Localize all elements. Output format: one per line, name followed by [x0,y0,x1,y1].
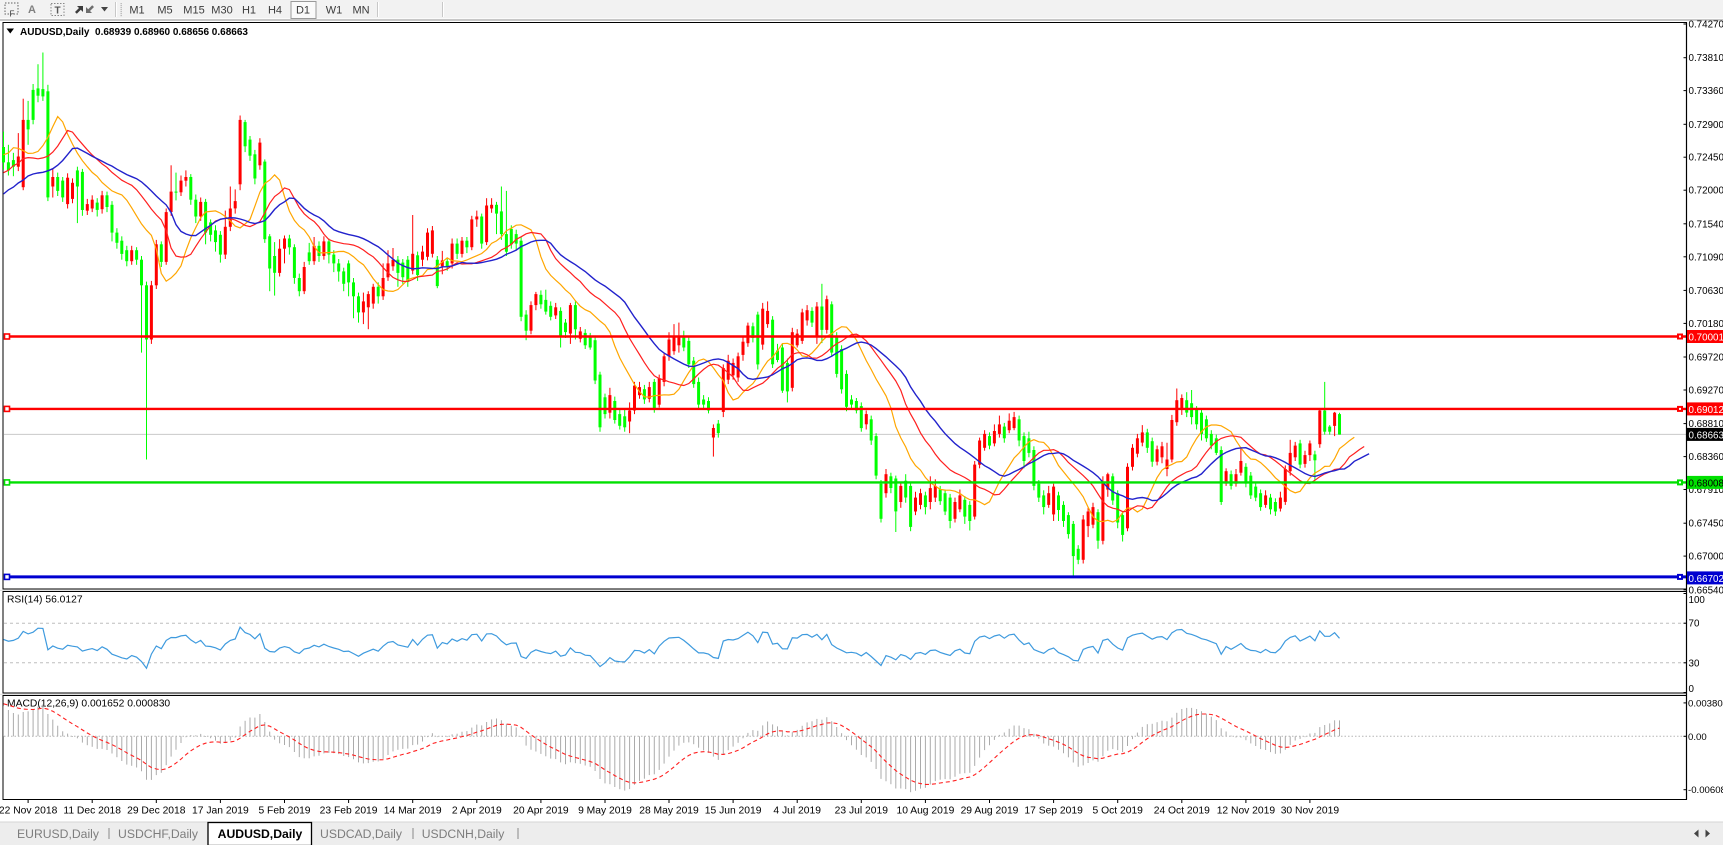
svg-text:H1: H1 [242,5,256,17]
svg-text:M30: M30 [211,5,232,17]
svg-text:D1: D1 [296,5,310,17]
svg-text:RSI(14) 56.0127: RSI(14) 56.0127 [7,595,83,606]
svg-text:0.00: 0.00 [1688,732,1707,743]
svg-text:12 Nov 2019: 12 Nov 2019 [1217,806,1276,817]
svg-text:5 Feb 2019: 5 Feb 2019 [258,806,310,817]
svg-text:9 May 2019: 9 May 2019 [578,806,632,817]
svg-text:0.74270: 0.74270 [1689,20,1723,31]
svg-text:0.71090: 0.71090 [1689,252,1723,263]
svg-text:29 Dec 2018: 29 Dec 2018 [127,806,186,817]
svg-text:0.69720: 0.69720 [1689,353,1723,364]
svg-text:F: F [10,10,15,19]
svg-text:0.73810: 0.73810 [1689,53,1723,64]
svg-text:10 Aug 2019: 10 Aug 2019 [896,806,954,817]
svg-text:AUDUSD,Daily: AUDUSD,Daily [218,827,303,841]
svg-text:70: 70 [1689,619,1700,630]
svg-text:0.66702: 0.66702 [1689,574,1723,585]
svg-text:0.72900: 0.72900 [1689,120,1723,131]
svg-text:W1: W1 [326,5,343,17]
svg-text:AUDUSD,Daily 0.68939 0.68960: AUDUSD,Daily 0.68939 0.68960 0.68656 0.6… [20,27,248,38]
svg-text:0.66540: 0.66540 [1689,585,1723,596]
svg-text:0.67450: 0.67450 [1689,519,1723,530]
svg-text:0.69270: 0.69270 [1689,386,1723,397]
svg-text:29 Aug 2019: 29 Aug 2019 [961,806,1019,817]
svg-text:24 Oct 2019: 24 Oct 2019 [1154,806,1210,817]
svg-text:EURUSD,Daily: EURUSD,Daily [17,827,100,841]
svg-text:USDCNH,Daily: USDCNH,Daily [422,827,506,841]
svg-text:14 Mar 2019: 14 Mar 2019 [384,806,442,817]
svg-text:22 Nov 2018: 22 Nov 2018 [0,806,58,817]
svg-text:T: T [54,6,60,17]
svg-text:0.67000: 0.67000 [1689,552,1723,563]
svg-text:H4: H4 [268,5,282,17]
svg-text:0.67910: 0.67910 [1689,485,1723,496]
svg-text:30: 30 [1689,658,1700,669]
svg-text:0.68663: 0.68663 [1689,430,1723,441]
svg-text:2 Apr 2019: 2 Apr 2019 [452,806,502,817]
svg-text:-0.00608: -0.00608 [1688,785,1723,796]
svg-text:0.70180: 0.70180 [1689,319,1723,330]
svg-text:0.68360: 0.68360 [1689,452,1723,463]
svg-text:11 Dec 2018: 11 Dec 2018 [63,806,121,817]
svg-text:0.73360: 0.73360 [1689,86,1723,97]
svg-text:17 Sep 2019: 17 Sep 2019 [1024,806,1083,817]
svg-text:0.003804: 0.003804 [1688,698,1723,709]
svg-text:0.72450: 0.72450 [1689,153,1723,164]
svg-text:0.70630: 0.70630 [1689,286,1723,297]
svg-text:0.69012: 0.69012 [1689,405,1723,416]
svg-text:0.70001: 0.70001 [1689,333,1723,344]
svg-text:0: 0 [1689,684,1695,695]
svg-text:15 Jun 2019: 15 Jun 2019 [705,806,762,817]
svg-text:USDCAD,Daily: USDCAD,Daily [320,827,403,841]
svg-text:0.71540: 0.71540 [1689,219,1723,230]
svg-text:M5: M5 [157,5,172,17]
svg-text:MACD(12,26,9) 0.001652 0.00083: MACD(12,26,9) 0.001652 0.000830 [7,699,170,710]
svg-text:20 Apr 2019: 20 Apr 2019 [513,806,569,817]
svg-text:0.68008: 0.68008 [1689,478,1723,489]
svg-text:30 Nov 2019: 30 Nov 2019 [1281,806,1340,817]
svg-text:M15: M15 [183,5,204,17]
svg-text:23 Feb 2019: 23 Feb 2019 [320,806,378,817]
svg-text:17 Jan 2019: 17 Jan 2019 [192,806,249,817]
svg-text:0.72000: 0.72000 [1689,186,1723,197]
svg-text:100: 100 [1689,595,1706,606]
svg-text:M1: M1 [129,5,144,17]
svg-text:A: A [28,4,36,16]
svg-text:0.68810: 0.68810 [1689,419,1723,430]
svg-text:4 Jul 2019: 4 Jul 2019 [773,806,821,817]
svg-text:USDCHF,Daily: USDCHF,Daily [118,827,199,841]
svg-text:28 May 2019: 28 May 2019 [639,806,699,817]
svg-text:23 Jul 2019: 23 Jul 2019 [835,806,889,817]
svg-text:MN: MN [352,5,369,17]
svg-text:5 Oct 2019: 5 Oct 2019 [1093,806,1144,817]
